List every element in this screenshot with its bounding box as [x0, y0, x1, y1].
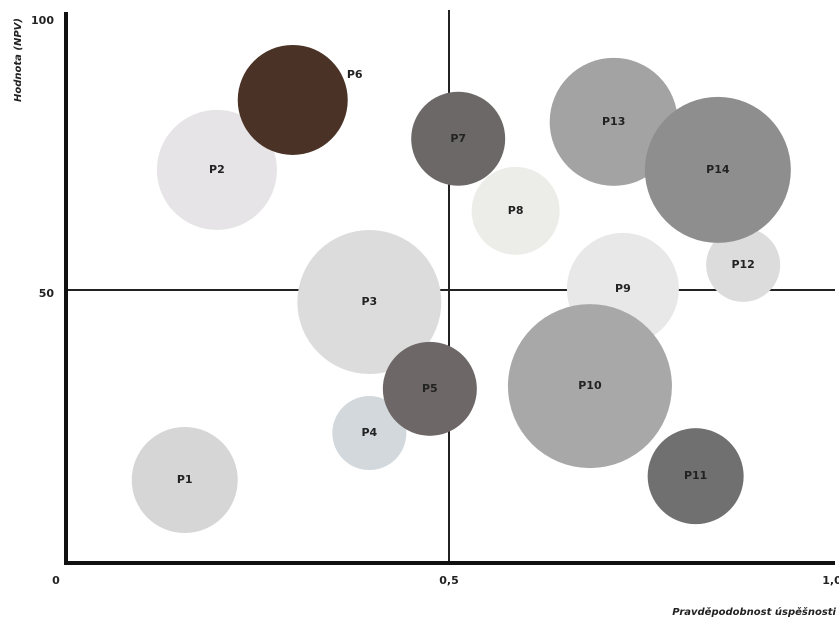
bubble-label: P3: [361, 295, 377, 308]
bubble-label: P1: [177, 473, 193, 486]
x-tick-label: 0,5: [439, 574, 459, 587]
y-tick-label: 100: [31, 14, 54, 27]
y-tick-label: 50: [39, 287, 55, 300]
bubble-label: P4: [361, 426, 377, 439]
bubble-label: P14: [706, 163, 730, 176]
bubble-label: P10: [578, 379, 602, 392]
bubble-label: P2: [209, 163, 225, 176]
chart: Hodnota (NPV) Pravděpodobnost úspěšnosti…: [0, 0, 839, 619]
bubble-label: P13: [602, 115, 625, 128]
bubble-label: P11: [684, 469, 707, 482]
bubble-label: P6: [347, 68, 363, 81]
x-tick-label: 0: [52, 574, 60, 587]
bubble: [238, 45, 348, 155]
bubble-label: P12: [731, 258, 754, 271]
bubble-label: P9: [615, 282, 631, 295]
y-axis-title: Hodnota (NPV): [13, 18, 24, 102]
x-axis-title: Pravděpodobnost úspěšnosti: [672, 606, 836, 618]
bubble-label: P5: [422, 382, 438, 395]
x-tick-label: 1,0: [822, 574, 839, 587]
bubble-label: P7: [450, 132, 466, 145]
bubble-label: P8: [508, 204, 524, 217]
